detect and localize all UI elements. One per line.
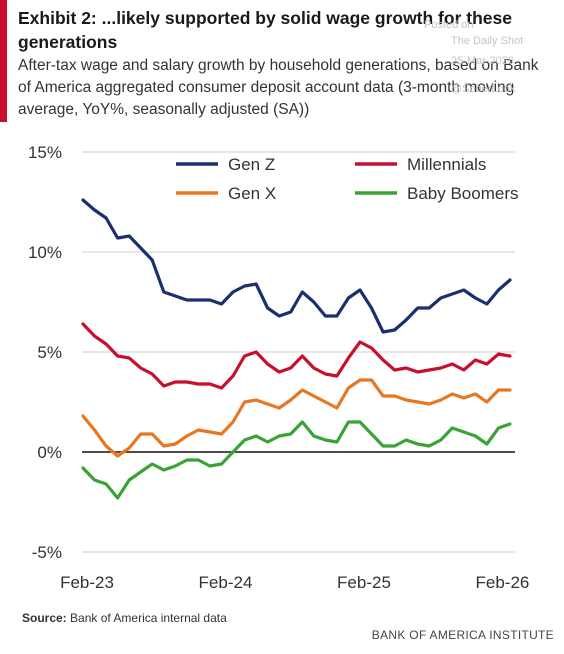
source-note: Source: Bank of America internal data bbox=[22, 611, 227, 625]
source-label: Source: bbox=[22, 611, 67, 625]
y-tick-label: 5% bbox=[37, 343, 62, 362]
legend-label: Gen Z bbox=[228, 155, 275, 174]
brand-logo-text: BANK OF AMERICA INSTITUTE bbox=[371, 628, 554, 642]
y-tick-label: 15% bbox=[28, 143, 62, 162]
series-line-gen-z bbox=[81, 198, 512, 334]
legend-label: Millennials bbox=[407, 155, 486, 174]
y-tick-label: 10% bbox=[28, 243, 62, 262]
series-line-millennials bbox=[81, 322, 512, 390]
y-tick-label: 0% bbox=[37, 443, 62, 462]
x-tick-label: Feb-26 bbox=[476, 573, 530, 592]
legend-label: Baby Boomers bbox=[407, 184, 519, 203]
y-tick-label: -5% bbox=[32, 543, 62, 562]
watermark-date: 25-Mar-2026 bbox=[451, 55, 514, 67]
watermark-source: The Daily Shot bbox=[451, 35, 524, 47]
series-line-gen-x bbox=[81, 378, 512, 458]
source-text: Bank of America internal data bbox=[70, 611, 227, 625]
legend-label: Gen X bbox=[228, 184, 276, 203]
x-tick-label: Feb-25 bbox=[337, 573, 391, 592]
chart-subtitle: After-tax wage and salary growth by hous… bbox=[18, 57, 539, 118]
chart-title: Exhibit 2: ...likely supported by solid … bbox=[18, 8, 512, 52]
watermark-handle: @SoberLook bbox=[451, 83, 516, 95]
watermark-posted: Posted on bbox=[424, 19, 474, 31]
series-line-baby-boomers bbox=[81, 420, 512, 500]
line-chart: 15% 10% 5% 0% -5% Feb-23 Feb-24 Feb-25 Feb-26 Gen… bbox=[28, 143, 530, 592]
x-tick-label: Feb-23 bbox=[60, 573, 114, 592]
x-tick-label: Feb-24 bbox=[199, 573, 253, 592]
accent-bar bbox=[0, 0, 7, 122]
